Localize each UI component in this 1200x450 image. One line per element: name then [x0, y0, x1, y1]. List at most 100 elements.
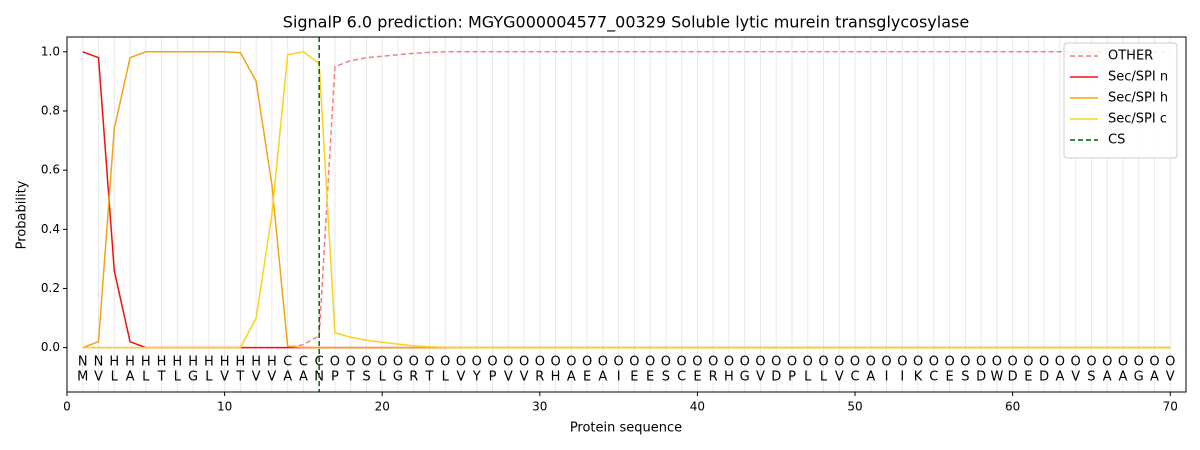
y-tick-label: 0.8	[41, 103, 60, 117]
residue-label: A	[866, 370, 875, 385]
region-label: O	[724, 355, 734, 370]
region-label: O	[456, 355, 466, 370]
region-label: O	[487, 355, 497, 370]
region-label: H	[157, 355, 167, 370]
region-label: O	[1165, 355, 1175, 370]
y-tick-label: 1.0	[41, 44, 60, 58]
residue-label: G	[188, 370, 198, 385]
region-label: O	[330, 355, 340, 370]
y-axis-label: Probability	[15, 180, 30, 249]
region-label: O	[1086, 355, 1096, 370]
region-label: O	[1102, 355, 1112, 370]
y-tick-label: 0.2	[41, 281, 60, 295]
region-label: H	[235, 355, 245, 370]
region-label: O	[1149, 355, 1159, 370]
residue-label: T	[425, 370, 434, 385]
region-label: O	[503, 355, 513, 370]
legend-label: Sec/SPI c	[1108, 112, 1167, 127]
region-label: O	[550, 355, 560, 370]
residue-label: V	[457, 370, 466, 385]
residue-label: S	[362, 370, 370, 385]
residue-label: S	[961, 370, 969, 385]
residue-label: A	[1119, 370, 1128, 385]
region-label: H	[188, 355, 198, 370]
x-tick-label: 70	[1163, 400, 1178, 414]
region-label: O	[1055, 355, 1065, 370]
x-tick-label: 10	[217, 400, 232, 414]
residue-label: E	[583, 370, 591, 385]
residue-label: V	[756, 370, 765, 385]
region-label: O	[377, 355, 387, 370]
residue-label: L	[111, 370, 119, 385]
residue-label: V	[220, 370, 229, 385]
residue-label: V	[1071, 370, 1080, 385]
region-label: O	[424, 355, 434, 370]
residue-label: I	[617, 370, 621, 385]
series-line	[82, 50, 1171, 349]
region-label: O	[787, 355, 797, 370]
residue-label: C	[850, 370, 859, 385]
residue-label: E	[646, 370, 654, 385]
region-label: O	[361, 355, 371, 370]
region-label: O	[866, 355, 876, 370]
region-label: O	[818, 355, 828, 370]
residue-label: A	[598, 370, 607, 385]
region-label: O	[440, 355, 450, 370]
residue-label: P	[331, 370, 339, 385]
region-label: O	[913, 355, 923, 370]
region-label: O	[1039, 355, 1049, 370]
region-label: O	[834, 355, 844, 370]
region-label: O	[1118, 355, 1128, 370]
region-label: H	[267, 355, 277, 370]
residue-label: A	[283, 370, 292, 385]
region-label: O	[519, 355, 529, 370]
region-label: O	[755, 355, 765, 370]
region-label: O	[1023, 355, 1033, 370]
x-tick-label: 40	[690, 400, 705, 414]
residue-label: I	[885, 370, 889, 385]
y-tick-label: 0.0	[41, 340, 60, 354]
residue-label: V	[252, 370, 261, 385]
region-label: O	[409, 355, 419, 370]
residue-label: G	[740, 370, 750, 385]
residue-label: C	[677, 370, 686, 385]
residue-label: V	[1166, 370, 1175, 385]
region-label: O	[598, 355, 608, 370]
residue-label: A	[1150, 370, 1159, 385]
residue-label: V	[504, 370, 513, 385]
residue-label: E	[945, 370, 953, 385]
residue-label: T	[235, 370, 244, 385]
residue-label: R	[535, 370, 544, 385]
residue-label: V	[267, 370, 276, 385]
residue-label: K	[914, 370, 923, 385]
residue-label: A	[299, 370, 308, 385]
residue-label: A	[1055, 370, 1064, 385]
region-label: H	[220, 355, 230, 370]
region-label: N	[78, 355, 88, 370]
residue-label: E	[1024, 370, 1032, 385]
x-tick-label: 60	[1005, 400, 1020, 414]
region-label: C	[299, 355, 308, 370]
residue-label: R	[709, 370, 718, 385]
region-label: O	[661, 355, 671, 370]
region-label: H	[204, 355, 214, 370]
region-label: O	[960, 355, 970, 370]
residue-label: M	[77, 370, 88, 385]
residue-label: L	[142, 370, 150, 385]
residue-label: G	[1134, 370, 1144, 385]
residue-label: S	[1087, 370, 1095, 385]
residue-label: I	[900, 370, 904, 385]
region-label: H	[109, 355, 119, 370]
region-label: O	[708, 355, 718, 370]
residue-label: C	[929, 370, 938, 385]
region-label: O	[472, 355, 482, 370]
region-label: O	[614, 355, 624, 370]
legend: OTHER Sec/SPI n Sec/SPI h Sec/SPI c CS	[1063, 42, 1178, 159]
region-label: H	[172, 355, 182, 370]
residue-label: L	[820, 370, 828, 385]
residue-label: W	[990, 370, 1003, 385]
legend-label: Sec/SPI n	[1108, 70, 1168, 85]
region-label: H	[125, 355, 135, 370]
